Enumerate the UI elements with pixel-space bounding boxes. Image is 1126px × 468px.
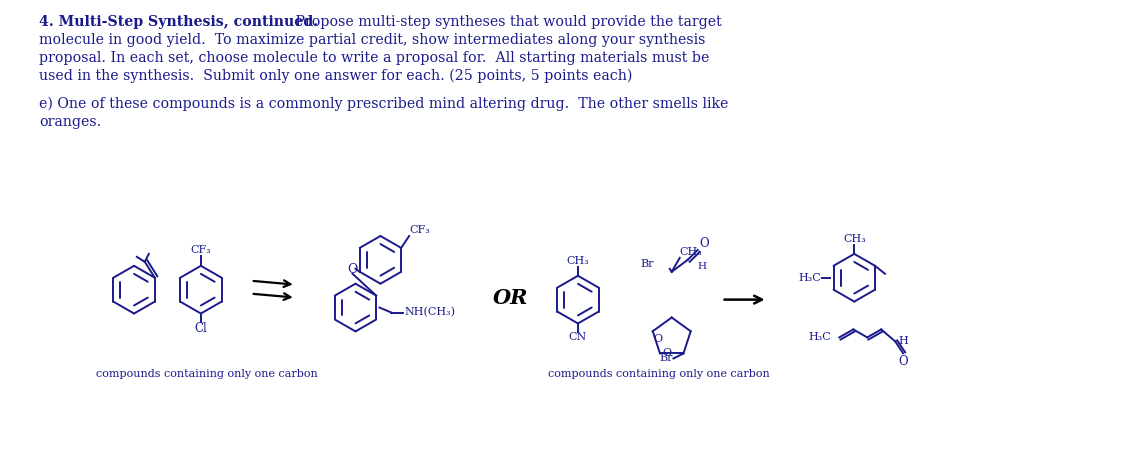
Text: Br: Br (641, 259, 654, 269)
Text: molecule in good yield.  To maximize partial credit, show intermediates along yo: molecule in good yield. To maximize part… (39, 33, 706, 47)
Text: H₃C: H₃C (798, 273, 821, 283)
Text: O: O (899, 355, 908, 368)
Text: H: H (899, 336, 908, 346)
Text: Propose multi-step syntheses that would provide the target: Propose multi-step syntheses that would … (291, 15, 722, 29)
Text: compounds containing only one carbon: compounds containing only one carbon (548, 369, 770, 379)
Text: O: O (347, 263, 358, 276)
Text: used in the synthesis.  Submit only one answer for each. (25 points, 5 points ea: used in the synthesis. Submit only one a… (39, 69, 633, 83)
Text: oranges.: oranges. (39, 115, 101, 129)
Text: CF₃: CF₃ (409, 225, 430, 235)
Text: CF₃: CF₃ (190, 245, 212, 255)
Text: e) One of these compounds is a commonly prescribed mind altering drug.  The othe: e) One of these compounds is a commonly … (39, 97, 729, 111)
Text: Cl: Cl (195, 322, 207, 336)
Text: O: O (662, 349, 671, 358)
Text: proposal. In each set, choose molecule to write a proposal for.  All starting ma: proposal. In each set, choose molecule t… (39, 51, 709, 65)
Text: CH₃: CH₃ (566, 256, 589, 266)
Text: 4. Multi-Step Synthesis, continued.: 4. Multi-Step Synthesis, continued. (39, 15, 319, 29)
Text: CH₃: CH₃ (843, 234, 866, 244)
Text: O: O (654, 334, 663, 344)
Text: CH₃: CH₃ (680, 247, 703, 257)
Text: H₃C: H₃C (808, 332, 831, 343)
Text: O: O (699, 237, 709, 250)
Text: NH(CH₃): NH(CH₃) (404, 307, 455, 318)
Text: OR: OR (492, 288, 528, 307)
Text: CN: CN (569, 332, 587, 343)
Text: compounds containing only one carbon: compounds containing only one carbon (96, 369, 318, 379)
Text: H: H (698, 262, 707, 271)
Text: Br: Br (659, 353, 672, 364)
